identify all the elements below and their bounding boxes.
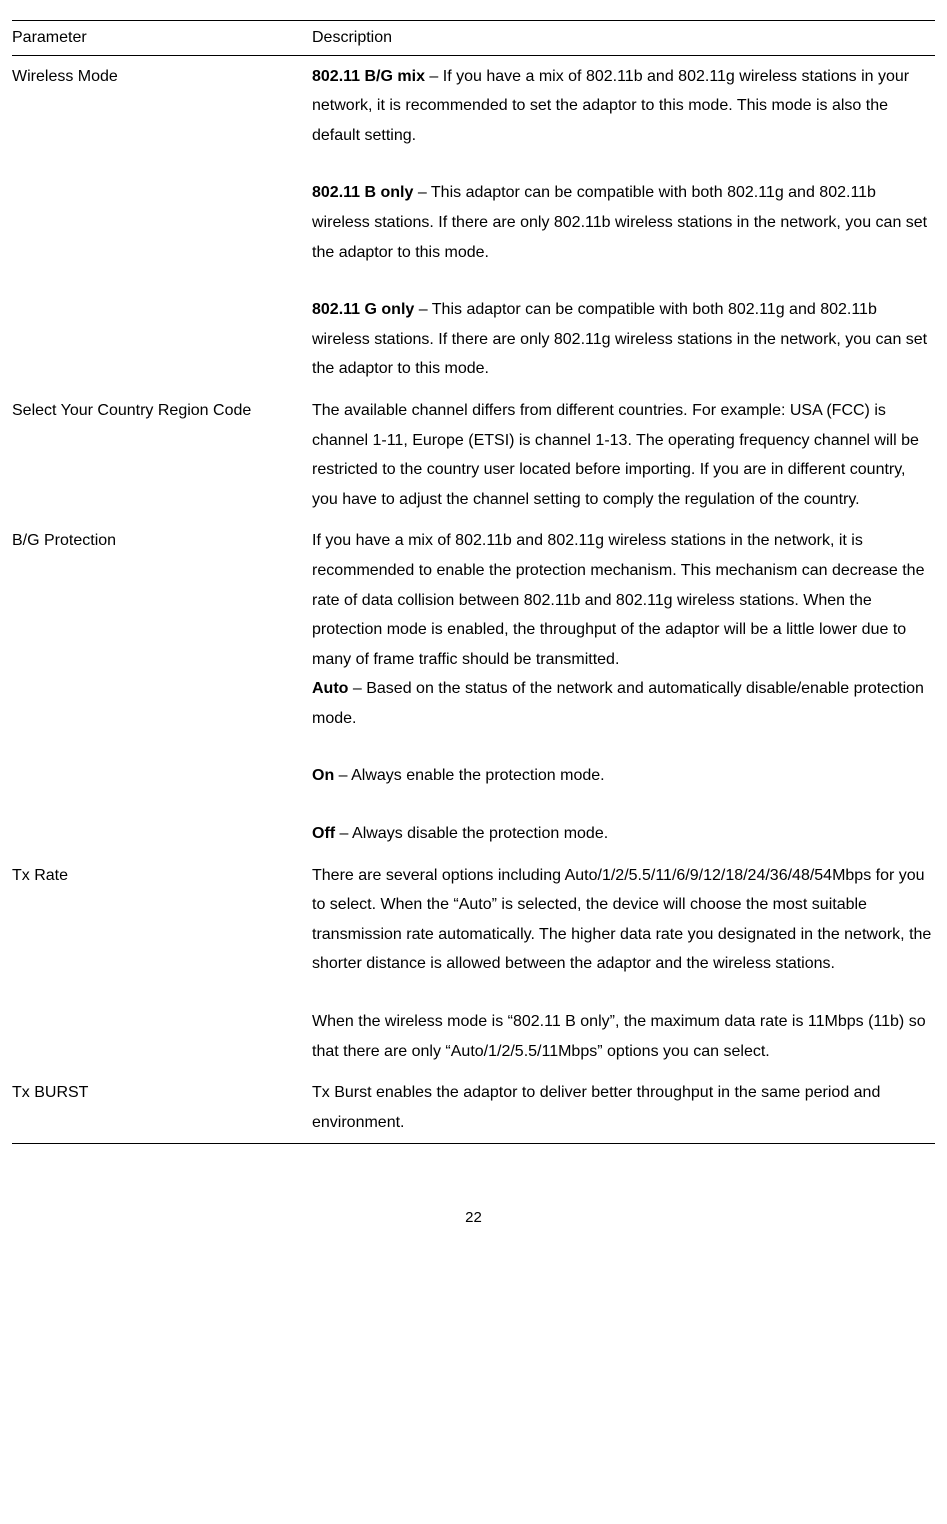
bold-text: 802.11 B/G mix bbox=[312, 68, 425, 85]
desc-paragraph: When the wireless mode is “802.11 B only… bbox=[312, 1007, 935, 1066]
bold-text: 802.11 B only bbox=[312, 184, 413, 201]
table-header-row: Parameter Description bbox=[12, 21, 935, 56]
param-tx-rate: Tx Rate bbox=[12, 855, 312, 1073]
desc-paragraph: Off – Always disable the protection mode… bbox=[312, 819, 935, 849]
header-description: Description bbox=[312, 21, 935, 56]
desc-text: – Based on the status of the network and… bbox=[312, 680, 924, 727]
desc-paragraph: Tx Burst enables the adaptor to deliver … bbox=[312, 1078, 935, 1137]
desc-paragraph: 802.11 B/G mix – If you have a mix of 80… bbox=[312, 62, 935, 151]
table-row: Select Your Country Region Code The avai… bbox=[12, 390, 935, 520]
bold-text: On bbox=[312, 767, 334, 784]
table-row: Wireless Mode 802.11 B/G mix – If you ha… bbox=[12, 55, 935, 390]
desc-wireless-mode: 802.11 B/G mix – If you have a mix of 80… bbox=[312, 55, 935, 390]
bold-text: Off bbox=[312, 825, 335, 842]
desc-text: – Always enable the protection mode. bbox=[334, 767, 604, 784]
desc-paragraph: 802.11 G only – This adaptor can be comp… bbox=[312, 295, 935, 384]
desc-paragraph: If you have a mix of 802.11b and 802.11g… bbox=[312, 526, 935, 674]
desc-paragraph: There are several options including Auto… bbox=[312, 861, 935, 979]
header-parameter: Parameter bbox=[12, 21, 312, 56]
desc-paragraph: 802.11 B only – This adaptor can be comp… bbox=[312, 178, 935, 267]
desc-tx-burst: Tx Burst enables the adaptor to deliver … bbox=[312, 1072, 935, 1144]
table-row: Tx BURST Tx Burst enables the adaptor to… bbox=[12, 1072, 935, 1144]
page-number: 22 bbox=[12, 1204, 935, 1232]
table-row: Tx Rate There are several options includ… bbox=[12, 855, 935, 1073]
table-row: B/G Protection If you have a mix of 802.… bbox=[12, 520, 935, 854]
desc-paragraph: The available channel differs from diffe… bbox=[312, 396, 935, 514]
param-country-region: Select Your Country Region Code bbox=[12, 390, 312, 520]
param-bg-protection: B/G Protection bbox=[12, 520, 312, 854]
desc-tx-rate: There are several options including Auto… bbox=[312, 855, 935, 1073]
desc-country-region: The available channel differs from diffe… bbox=[312, 390, 935, 520]
param-tx-burst: Tx BURST bbox=[12, 1072, 312, 1144]
desc-bg-protection: If you have a mix of 802.11b and 802.11g… bbox=[312, 520, 935, 854]
param-wireless-mode: Wireless Mode bbox=[12, 55, 312, 390]
bold-text: Auto bbox=[312, 680, 348, 697]
desc-paragraph: Auto – Based on the status of the networ… bbox=[312, 674, 935, 733]
desc-text: – Always disable the protection mode. bbox=[335, 825, 608, 842]
desc-paragraph: On – Always enable the protection mode. bbox=[312, 761, 935, 791]
bold-text: 802.11 G only bbox=[312, 301, 414, 318]
parameters-table: Parameter Description Wireless Mode 802.… bbox=[12, 20, 935, 1144]
